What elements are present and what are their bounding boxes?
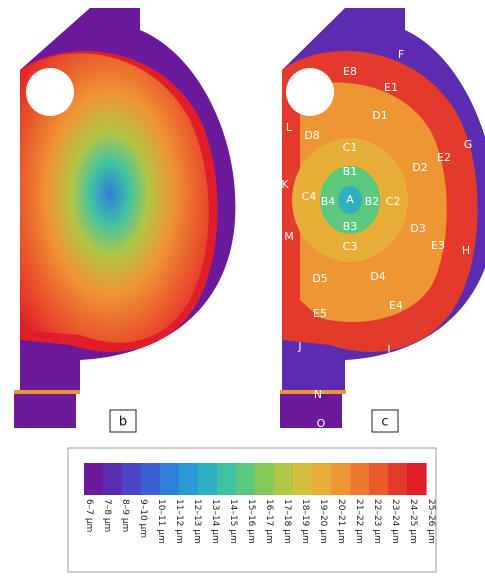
zone-label-e4: E4 <box>389 299 403 312</box>
colorbar-tick-label: 9–10 µm <box>138 499 148 538</box>
zone-label-b4: B4 <box>321 195 336 208</box>
colorbar-tick-label: 19–20 µm <box>318 499 328 544</box>
colorbar-tick-label: 20–21 µm <box>336 499 346 544</box>
zone-label-n: N <box>314 388 322 401</box>
colorbar-swatch <box>350 463 370 495</box>
colorbar: 6–7 µm 7–8 µm 8–9 µm 9–10 µm 10–11 µm 11–12 µ… <box>67 447 437 573</box>
colorbar-swatch <box>236 463 256 495</box>
colorbar-swatch <box>312 463 332 495</box>
panel-b-notch <box>26 68 74 116</box>
zone-label-b3: B3 <box>343 220 358 233</box>
colorbar-swatch <box>274 463 294 495</box>
colorbar-swatch <box>160 463 180 495</box>
panel-b: b <box>14 8 236 433</box>
zone-label-h: H <box>462 244 470 257</box>
colorbar-swatch <box>217 463 237 495</box>
panel-b-label-box <box>109 409 137 433</box>
colorbar-tick-label: 17–18 µm <box>282 499 292 544</box>
colorbar-tick-label: 21–22 µm <box>354 499 364 544</box>
colorbar-swatch <box>369 463 389 495</box>
colorbar-tick-label: 10–11 µm <box>156 499 166 544</box>
colorbar-tick-label: 15–16 µm <box>246 499 256 544</box>
zone-label-c4: C4 <box>302 190 317 203</box>
zone-label-m: M <box>284 230 294 243</box>
zone-label-e3: E3 <box>431 239 445 252</box>
panel-c-label: c <box>381 415 388 430</box>
zone-label-g: G <box>464 138 473 151</box>
zone-label-b1: B1 <box>343 165 358 178</box>
colorbar-swatch <box>407 463 427 495</box>
panel-b-stem <box>14 392 76 428</box>
colorbar-swatch <box>198 463 218 495</box>
zone-label-d5: D5 <box>312 272 327 285</box>
colorbar-swatch <box>122 463 142 495</box>
zone-a-core <box>338 186 362 214</box>
zone-label-e1: E1 <box>384 81 398 94</box>
colorbar-swatch <box>255 463 275 495</box>
colorbar-tick-label: 14–15 µm <box>228 499 238 544</box>
panel-c-notch <box>286 68 334 116</box>
colorbar-tick-labels: 6–7 µm 7–8 µm 8–9 µm 9–10 µm 10–11 µm 11–12 µ… <box>84 499 436 544</box>
zone-label-d8: D8 <box>304 129 319 142</box>
colorbar-swatch <box>293 463 313 495</box>
zone-label-d2: D2 <box>412 161 427 174</box>
colorbar-swatch <box>84 463 104 495</box>
colorbar-tick-label: 12–13 µm <box>192 499 202 544</box>
panel-c: c A B1 B2 B3 B4 C1 C2 C3 C4 D1 D2 D3 D4 … <box>280 8 485 433</box>
zone-label-l: L <box>286 121 293 134</box>
zone-label-d3: D3 <box>410 222 425 235</box>
panel-c-stem-strip <box>280 390 346 394</box>
zone-label-e8: E8 <box>343 65 357 78</box>
colorbar-tick-label: 24–25 µm <box>408 499 418 544</box>
colorbar-tick-label: 23–24 µm <box>390 499 400 544</box>
colorbar-tick-label: 11–12 µm <box>174 499 184 544</box>
panel-b-stem-strip <box>14 390 80 394</box>
zone-label-e5: E5 <box>313 307 327 320</box>
zone-label-e2: E2 <box>437 151 451 164</box>
zone-label-c1: C1 <box>343 141 358 154</box>
zone-label-i: I <box>387 343 390 356</box>
zone-label-d1: D1 <box>372 109 387 122</box>
zone-label-c3: C3 <box>343 240 358 253</box>
colorbar-tick-label: 18–19 µm <box>300 499 310 544</box>
colorbar-tick-label: 7–8 µm <box>102 499 112 532</box>
colorbar-tick-label: 16–17 µm <box>264 499 274 544</box>
zone-label-b2: B2 <box>365 195 380 208</box>
colorbar-tick-label: 6–7 µm <box>84 499 94 532</box>
colorbar-swatch <box>141 463 161 495</box>
colorbar-tick-label: 25–26 µm <box>426 499 436 544</box>
zone-n-stem <box>280 392 342 428</box>
zone-label-c2: C2 <box>386 195 401 208</box>
colorbar-tick-label: 13–14 µm <box>210 499 220 544</box>
zone-label-a: A <box>346 193 354 206</box>
panel-b-label: b <box>119 415 127 430</box>
panel-c-label-box <box>371 409 399 433</box>
colorbar-tick-label: 8–9 µm <box>120 499 130 532</box>
colorbar-swatch <box>331 463 351 495</box>
zone-label-o: O <box>317 417 326 430</box>
zone-label-d4: D4 <box>370 270 385 283</box>
zone-label-k: K <box>281 178 289 191</box>
colorbar-swatches <box>84 463 427 495</box>
zone-label-f: F <box>398 48 404 61</box>
colorbar-tick-label: 22–23 µm <box>372 499 382 544</box>
zone-label-j: J <box>297 340 301 353</box>
colorbar-swatch <box>388 463 408 495</box>
colorbar-swatch <box>179 463 199 495</box>
colorbar-swatch <box>103 463 123 495</box>
